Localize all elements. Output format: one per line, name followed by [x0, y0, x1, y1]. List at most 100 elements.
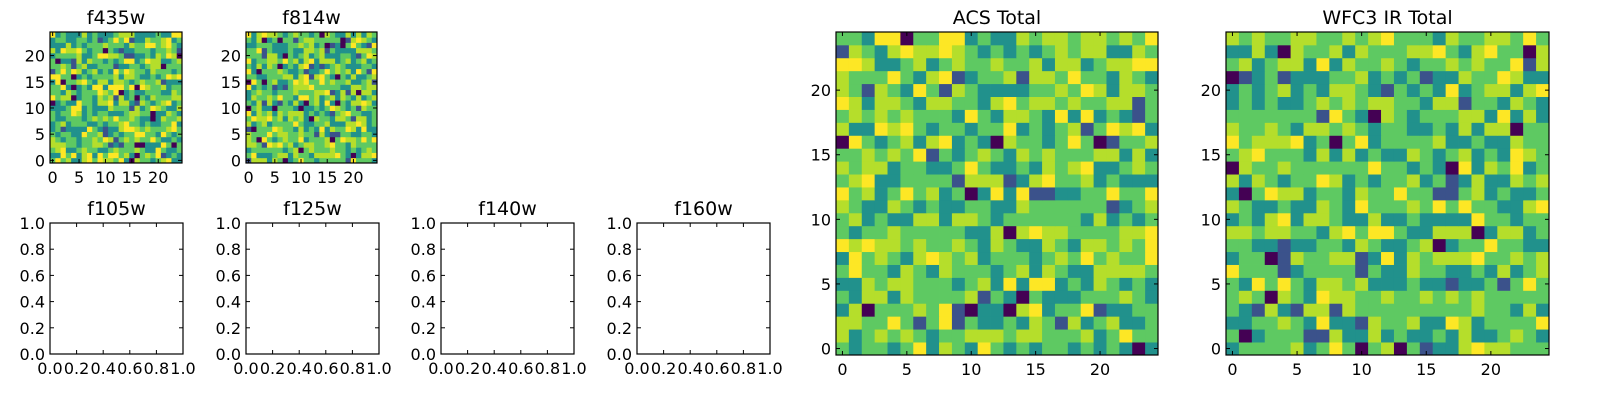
heatmap-cell — [848, 96, 863, 110]
heatmap-cell — [256, 84, 263, 91]
heatmap-cell — [1484, 122, 1498, 136]
heatmap-cell — [836, 148, 850, 162]
heatmap-cell — [887, 238, 901, 253]
heatmap-cell — [861, 135, 876, 149]
heatmap-cell — [1238, 277, 1253, 291]
heatmap-cell — [1251, 238, 1266, 253]
heatmap-cell — [1406, 161, 1421, 175]
heatmap-cell — [1226, 212, 1240, 227]
heatmap-cell — [171, 131, 178, 138]
heatmap-cell — [303, 126, 310, 132]
heatmap-cell — [160, 58, 167, 64]
heatmap-cell — [1003, 83, 1017, 97]
heatmap-cell — [261, 126, 268, 132]
heatmap-cell — [345, 68, 352, 75]
heatmap-cell — [1132, 316, 1146, 330]
heatmap-cell — [874, 199, 888, 214]
heatmap-cell — [134, 115, 141, 122]
heatmap-cell — [129, 121, 135, 127]
heatmap-cell — [356, 32, 362, 38]
heatmap-cell — [1419, 212, 1434, 227]
heatmap-cell — [155, 136, 162, 143]
heatmap-cell — [1145, 329, 1159, 343]
heatmap-cell — [314, 100, 320, 106]
heatmap-cell — [1054, 342, 1069, 356]
heatmap-cell — [50, 94, 56, 101]
heatmap-cell — [990, 44, 1004, 59]
heatmap-cell — [256, 121, 263, 127]
heatmap-cell — [319, 58, 325, 64]
heatmap-cell — [118, 42, 125, 49]
heatmap-cell — [964, 57, 979, 72]
heatmap-cell — [1054, 44, 1069, 59]
heatmap-cell — [50, 110, 56, 117]
heatmap-cell — [1119, 96, 1133, 110]
y-tick-label: 20 — [1201, 81, 1221, 100]
heatmap-cell — [324, 94, 331, 101]
heatmap-cell — [1406, 109, 1421, 123]
heatmap-cell — [1523, 122, 1537, 136]
heatmap-cell — [76, 94, 83, 101]
heatmap-cell — [303, 115, 310, 122]
heatmap-cell — [160, 100, 167, 106]
heatmap-cell — [1355, 238, 1369, 253]
heatmap-cell — [171, 157, 178, 164]
heatmap-cell — [1029, 148, 1043, 162]
heatmap-cell — [293, 47, 299, 54]
heatmap-cell — [113, 157, 120, 164]
heatmap-cell — [1393, 316, 1408, 330]
heatmap-cell — [1458, 225, 1472, 240]
heatmap-cell — [1080, 122, 1094, 136]
x-tick-label: 10 — [1351, 360, 1371, 379]
heatmap-cell — [990, 174, 1004, 188]
heatmap-cell — [97, 131, 104, 138]
heatmap-cell — [65, 84, 72, 91]
y-tick-label: 10 — [25, 99, 45, 118]
heatmap-cell — [102, 121, 109, 127]
heatmap-cell — [108, 84, 114, 91]
heatmap-cell — [1003, 109, 1017, 123]
heatmap-cell — [1316, 225, 1330, 240]
heatmap-cell — [86, 37, 93, 43]
heatmap-cell — [123, 126, 130, 132]
subplot-5: 0.0 0.2 0.4 0.6 0.8 1.00.00.20.40.60.81.0f160… — [607, 198, 783, 378]
heatmap-cell — [1484, 174, 1498, 188]
heatmap-cell — [345, 136, 352, 143]
heatmap-cell — [266, 105, 273, 111]
heatmap-cell — [102, 100, 109, 106]
heatmap-cell — [1316, 148, 1330, 162]
heatmap-cell — [314, 142, 320, 148]
heatmap-cell — [277, 73, 284, 80]
heatmap-cell — [1445, 57, 1459, 72]
heatmap-cell — [65, 68, 72, 75]
heatmap-cell — [1132, 329, 1146, 343]
heatmap-cell — [71, 147, 77, 153]
heatmap-cell — [1342, 44, 1356, 59]
heatmap-cell — [1238, 199, 1253, 214]
heatmap-cell — [1497, 212, 1511, 227]
heatmap-cell — [1523, 277, 1537, 291]
heatmap-cell — [361, 147, 367, 153]
heatmap-cell — [1067, 342, 1082, 356]
heatmap-cell — [1471, 264, 1485, 278]
y-tick-label: 15 — [811, 146, 831, 165]
heatmap-cell — [1406, 44, 1421, 59]
heatmap-cell — [926, 238, 940, 253]
heatmap-cell — [1029, 290, 1043, 304]
heatmap-cell — [277, 47, 284, 54]
heatmap-cell — [50, 100, 56, 106]
heatmap-cell — [1484, 32, 1498, 46]
heatmap-cell — [1067, 174, 1082, 188]
heatmap-cell — [76, 115, 83, 122]
heatmap-cell — [55, 79, 61, 85]
heatmap-cell — [1316, 238, 1330, 253]
heatmap-cell — [1458, 44, 1472, 59]
heatmap-cell — [350, 79, 357, 85]
heatmap-cell — [287, 42, 294, 49]
heatmap-cell — [1119, 44, 1133, 59]
heatmap-cell — [345, 105, 352, 111]
heatmap-cell — [848, 70, 863, 85]
plot-area — [50, 223, 183, 354]
heatmap-cell — [939, 251, 953, 265]
heatmap-cell — [293, 121, 299, 127]
